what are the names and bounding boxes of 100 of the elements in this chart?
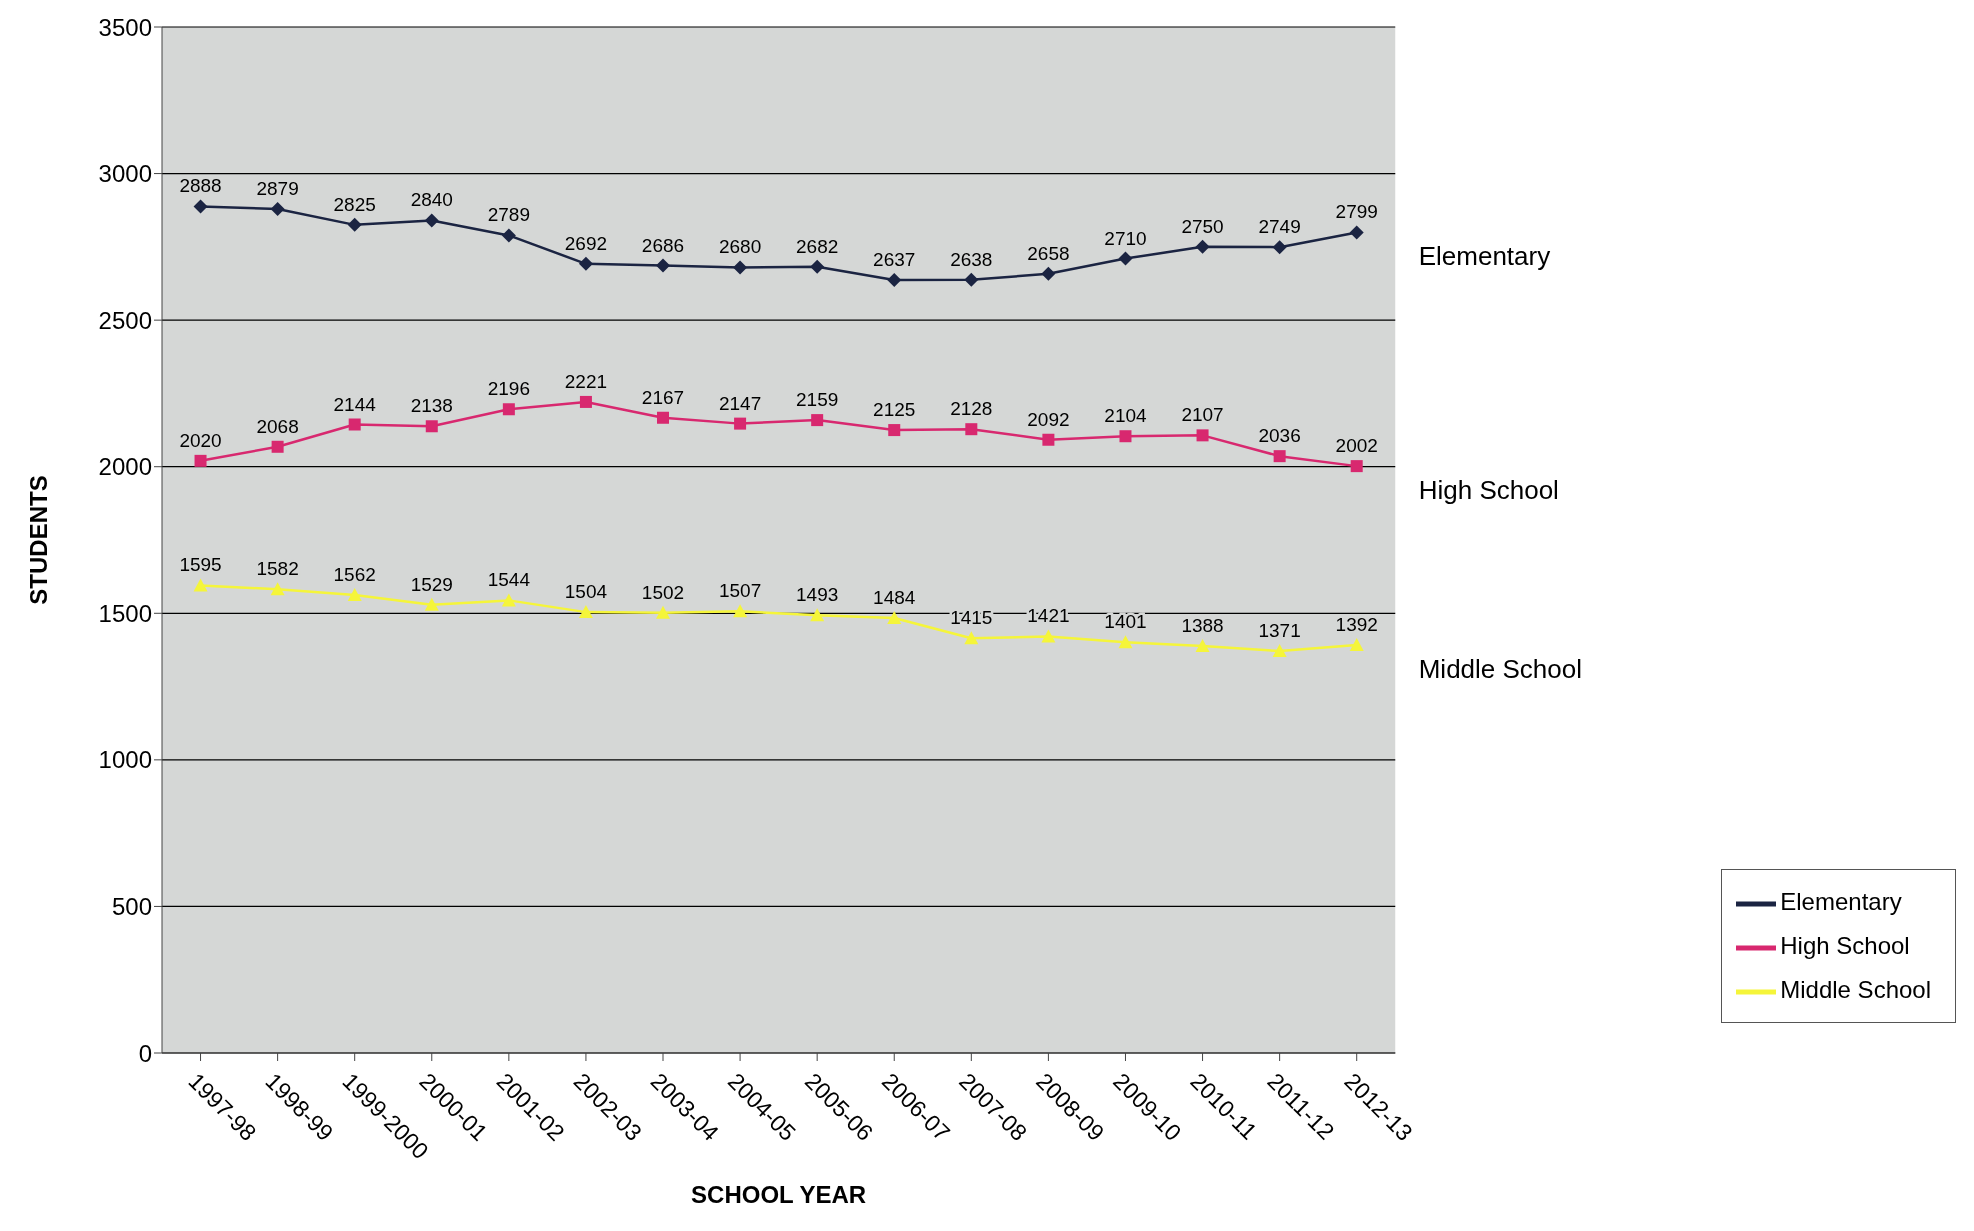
point <box>1272 240 1287 255</box>
point <box>734 417 747 430</box>
data-label: 1502 <box>641 581 685 603</box>
point <box>502 403 515 416</box>
data-label: 2125 <box>873 399 916 421</box>
y-axis-title: STUDENTS <box>24 475 52 605</box>
data-label: 2092 <box>1027 408 1070 430</box>
y-tick-label: 3500 <box>98 13 152 41</box>
data-label: 1529 <box>410 573 453 595</box>
data-label: 2682 <box>796 235 839 257</box>
legend-label: Elementary <box>1780 888 1902 915</box>
text: Middle School <box>1418 653 1583 684</box>
data-label: 1388 <box>1181 615 1224 637</box>
point <box>271 440 284 453</box>
data-label: 1392 <box>1335 613 1378 635</box>
data-label: 1544 <box>487 569 531 591</box>
data-label: 2750 <box>1181 215 1224 237</box>
point <box>656 258 671 273</box>
data-label: 2686 <box>641 234 685 256</box>
data-label: 2879 <box>256 178 299 200</box>
data-label: 2128 <box>950 398 993 420</box>
y-tick-label: 1500 <box>98 599 152 627</box>
data-label: 1371 <box>1258 620 1301 642</box>
point <box>1273 450 1286 463</box>
data-label: 2020 <box>179 429 222 451</box>
data-label: 2749 <box>1258 216 1301 238</box>
data-label: 2002 <box>1335 435 1378 457</box>
point <box>733 260 748 275</box>
data-label: 2068 <box>256 415 299 437</box>
y-tick-label: 3000 <box>98 160 152 188</box>
data-label: 2888 <box>179 175 222 197</box>
point <box>424 597 439 611</box>
data-label: 2144 <box>333 393 377 415</box>
y-tick-label: 500 <box>111 892 152 920</box>
data-label: 2159 <box>796 389 839 411</box>
data-label: 2825 <box>333 193 376 215</box>
point <box>656 605 671 619</box>
point <box>347 217 362 232</box>
data-label: 2104 <box>1104 405 1148 427</box>
legend-label: Middle School <box>1780 976 1931 1003</box>
point <box>193 578 208 592</box>
data-label: 1484 <box>873 586 916 608</box>
text: Elementary <box>1418 241 1551 272</box>
point <box>578 256 593 271</box>
point <box>1042 433 1055 446</box>
point <box>810 608 825 622</box>
data-label: 1507 <box>718 580 762 602</box>
point <box>888 424 901 437</box>
point <box>964 272 979 287</box>
point <box>733 604 748 618</box>
data-label: 2680 <box>718 236 762 258</box>
point <box>1118 635 1133 649</box>
point <box>501 228 516 243</box>
point <box>1118 251 1133 266</box>
data-label: 1493 <box>796 584 839 606</box>
data-label: 2799 <box>1335 201 1378 223</box>
point <box>194 454 207 467</box>
point <box>887 610 902 624</box>
data-label: 2167 <box>641 386 685 408</box>
data-label: 2692 <box>564 232 608 254</box>
point <box>348 418 361 431</box>
point <box>810 259 825 274</box>
point <box>1272 644 1287 658</box>
point <box>1195 239 1210 254</box>
text: High School <box>1418 475 1559 506</box>
data-label: 2638 <box>950 248 993 270</box>
point <box>1350 460 1363 473</box>
point <box>811 414 824 427</box>
point <box>347 588 362 602</box>
point <box>1349 637 1364 651</box>
y-tick-label: 2500 <box>98 306 152 334</box>
data-label: 1562 <box>333 564 376 586</box>
data-label: 2138 <box>410 395 453 417</box>
y-tick-label: 0 <box>138 1039 152 1067</box>
data-label: 1504 <box>564 581 608 603</box>
point <box>501 593 516 607</box>
data-label: 2840 <box>410 189 453 211</box>
point <box>657 411 670 424</box>
data-label: 2036 <box>1258 425 1301 447</box>
y-tick-label: 1000 <box>98 746 152 774</box>
legend-label: High School <box>1780 932 1910 959</box>
point <box>424 213 439 228</box>
point <box>425 420 438 433</box>
point <box>1041 266 1056 281</box>
data-label: 2147 <box>718 392 762 414</box>
point <box>578 605 593 619</box>
point <box>1119 430 1132 443</box>
data-label: 2658 <box>1027 242 1070 264</box>
data-label: 1401 <box>1104 611 1147 633</box>
point <box>270 202 285 217</box>
data-label: 2789 <box>487 204 530 226</box>
y-tick-label: 2000 <box>98 453 152 481</box>
point <box>270 582 285 596</box>
data-label: 2710 <box>1104 227 1147 249</box>
point <box>1195 639 1210 653</box>
data-label: 1595 <box>179 554 222 576</box>
point <box>1349 225 1364 240</box>
point <box>964 631 979 645</box>
data-label: 2107 <box>1181 404 1224 426</box>
point <box>965 423 978 436</box>
